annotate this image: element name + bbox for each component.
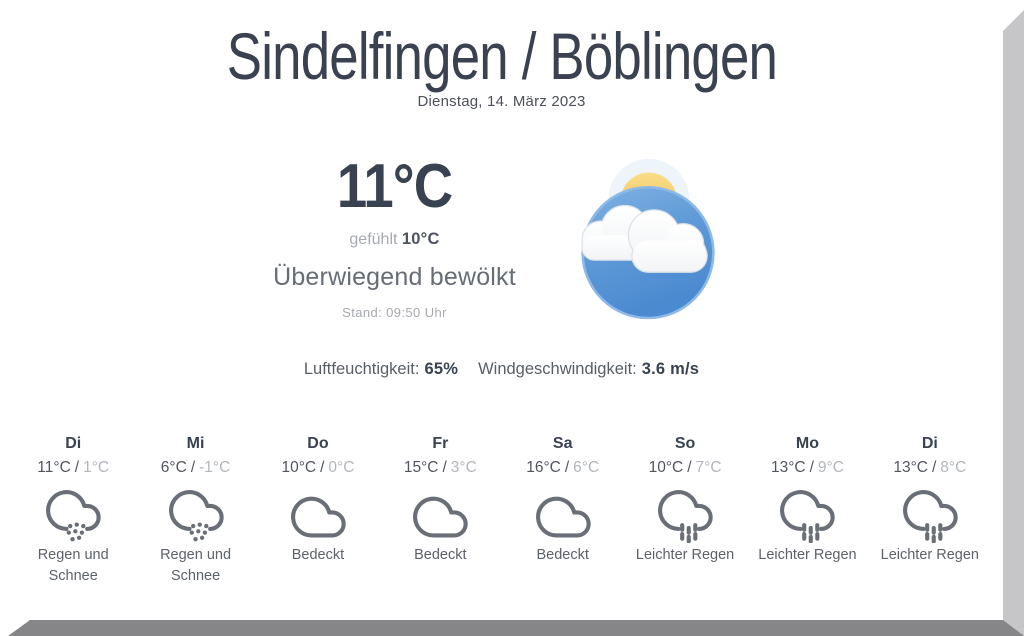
- temp-separator: /: [931, 459, 937, 477]
- page-title: Sindelfingen / Böblingen: [226, 19, 777, 93]
- wind-metric: Windgeschwindigkeit: 3.6 m/s: [478, 360, 699, 379]
- day-temps: 16°C/6°C: [502, 459, 624, 477]
- wind-value: 3.6 m/s: [641, 360, 700, 379]
- temp-separator: /: [687, 459, 692, 477]
- frame-right-bevel: [1003, 10, 1024, 636]
- forecast-day-mi-1[interactable]: Mi 6°C / -1°C Regen und Schnee: [134, 435, 256, 587]
- day-weather-icon: [502, 481, 624, 543]
- day-high-temp: 6°C: [160, 459, 187, 477]
- day-condition: Bedeckt: [414, 547, 467, 564]
- overcast-cloud-icon: [535, 496, 591, 538]
- humidity-metric: Luftfeuchtigkeit: 65%: [304, 360, 458, 379]
- rain-and-snow-icon: [46, 490, 101, 542]
- mostly-cloudy-icon: [580, 159, 715, 320]
- temp-separator: /: [190, 459, 196, 477]
- day-label: Mo: [795, 435, 819, 453]
- rain-and-snow-icon: [168, 490, 224, 542]
- current-temperature: 11°C: [336, 152, 453, 222]
- day-condition: Leichter Regen: [635, 547, 735, 564]
- day-label: Di: [65, 435, 82, 453]
- day-low-temp: 9°C: [817, 459, 844, 477]
- day-condition: Regen und Schnee: [160, 547, 232, 585]
- day-label: Fr: [432, 435, 449, 453]
- day-weather-icon: [624, 481, 746, 544]
- temp-separator: /: [564, 459, 570, 477]
- day-temps: 10°C/0°C: [257, 459, 379, 477]
- day-condition: Leichter Regen: [758, 547, 857, 564]
- feels-like: gefühlt 10°C: [270, 230, 520, 249]
- forecast-day-mo-6[interactable]: Mo 13°C/9°C Leichter Regen: [746, 435, 868, 587]
- day-high-temp: 10°C: [648, 459, 684, 477]
- humidity-value: 65%: [424, 360, 459, 379]
- forecast-day-so-5[interactable]: So 10°C/7°C Leichter Regen: [624, 435, 746, 587]
- light-rain-icon: [780, 490, 836, 544]
- day-condition: Bedeckt: [291, 547, 345, 564]
- day-low-temp: 3°C: [450, 459, 477, 477]
- front-cloud: [627, 209, 708, 274]
- forecast-day-di-0[interactable]: Di 11°C/1°C Regen und Schnee: [12, 435, 134, 587]
- current-readings: 11°C gefühlt 10°C Überwiegend bewölkt St…: [270, 152, 520, 321]
- day-weather-icon: [746, 481, 868, 544]
- day-label: Di: [921, 435, 938, 453]
- updated-timestamp: Stand: 09:50 Uhr: [342, 305, 447, 321]
- forecast-day-do-2[interactable]: Do 10°C/0°C Bedeckt: [257, 435, 379, 587]
- day-temps: 6°C / -1°C: [134, 459, 256, 477]
- day-high-temp: 16°C: [526, 459, 561, 477]
- day-high-temp: 13°C: [893, 459, 928, 477]
- current-conditions: 11°C gefühlt 10°C Überwiegend bewölkt St…: [0, 156, 1003, 320]
- feels-like-value: 10°C: [401, 230, 440, 249]
- forecast-day-fr-3[interactable]: Fr 15°C/3°C Bedeckt: [379, 435, 501, 587]
- day-condition: Leichter Regen: [880, 547, 979, 564]
- day-label: Mi: [186, 435, 205, 453]
- day-high-temp: 13°C: [770, 459, 806, 477]
- day-label: So: [674, 435, 696, 453]
- day-low-temp: 1°C: [83, 459, 110, 477]
- day-weather-icon: [12, 481, 134, 543]
- temp-separator: /: [74, 459, 80, 477]
- header: Sindelfingen / Böblingen Dienstag, 14. M…: [0, 0, 1003, 110]
- day-label: Sa: [552, 435, 573, 453]
- light-rain-icon: [902, 490, 958, 544]
- day-condition: Regen und Schnee: [37, 547, 109, 585]
- overcast-cloud-icon: [413, 496, 468, 538]
- day-weather-icon: [134, 481, 256, 543]
- day-low-temp: 6°C: [573, 459, 600, 477]
- day-temps: 13°C/9°C: [746, 459, 868, 477]
- date-subtitle: Dienstag, 14. März 2023: [417, 93, 586, 111]
- metrics-row: Luftfeuchtigkeit: 65% Windgeschwindigkeit…: [0, 360, 1003, 379]
- current-condition: Überwiegend bewölkt: [273, 263, 516, 292]
- temp-separator: /: [809, 459, 814, 477]
- day-low-temp: 8°C: [940, 459, 967, 477]
- day-temps: 15°C/3°C: [379, 459, 501, 477]
- forecast-day-di-7[interactable]: Di 13°C/8°C Leichter Regen: [869, 435, 991, 587]
- feels-like-label: gefühlt: [349, 231, 398, 249]
- day-low-temp: -1°C: [199, 459, 231, 477]
- frame-bottom-bevel: [8, 620, 1024, 636]
- light-rain-icon: [658, 490, 713, 544]
- day-label: Do: [307, 435, 329, 453]
- forecast-day-sa-4[interactable]: Sa 16°C/6°C Bedeckt: [502, 435, 624, 587]
- day-low-temp: 7°C: [695, 459, 722, 477]
- weather-content: Sindelfingen / Böblingen Dienstag, 14. M…: [0, 0, 1003, 587]
- wind-label: Windgeschwindigkeit:: [478, 360, 637, 379]
- day-weather-icon: [869, 481, 991, 544]
- day-high-temp: 11°C: [37, 459, 71, 477]
- day-weather-icon: [379, 481, 501, 543]
- day-temps: 11°C/1°C: [12, 459, 134, 477]
- humidity-label: Luftfeuchtigkeit:: [303, 360, 420, 379]
- day-temps: 10°C/7°C: [624, 459, 746, 477]
- day-high-temp: 10°C: [281, 459, 317, 477]
- overcast-cloud-icon: [290, 496, 346, 538]
- day-low-temp: 0°C: [328, 459, 355, 477]
- forecast-row: Di 11°C/1°C Regen und Schnee Mi 6°C / -1°C Re…: [0, 435, 1003, 587]
- temp-separator: /: [442, 459, 447, 477]
- day-weather-icon: [257, 481, 379, 543]
- day-condition: Bedeckt: [536, 547, 589, 564]
- day-high-temp: 15°C: [403, 459, 439, 477]
- temp-separator: /: [320, 459, 325, 477]
- day-temps: 13°C/8°C: [869, 459, 991, 477]
